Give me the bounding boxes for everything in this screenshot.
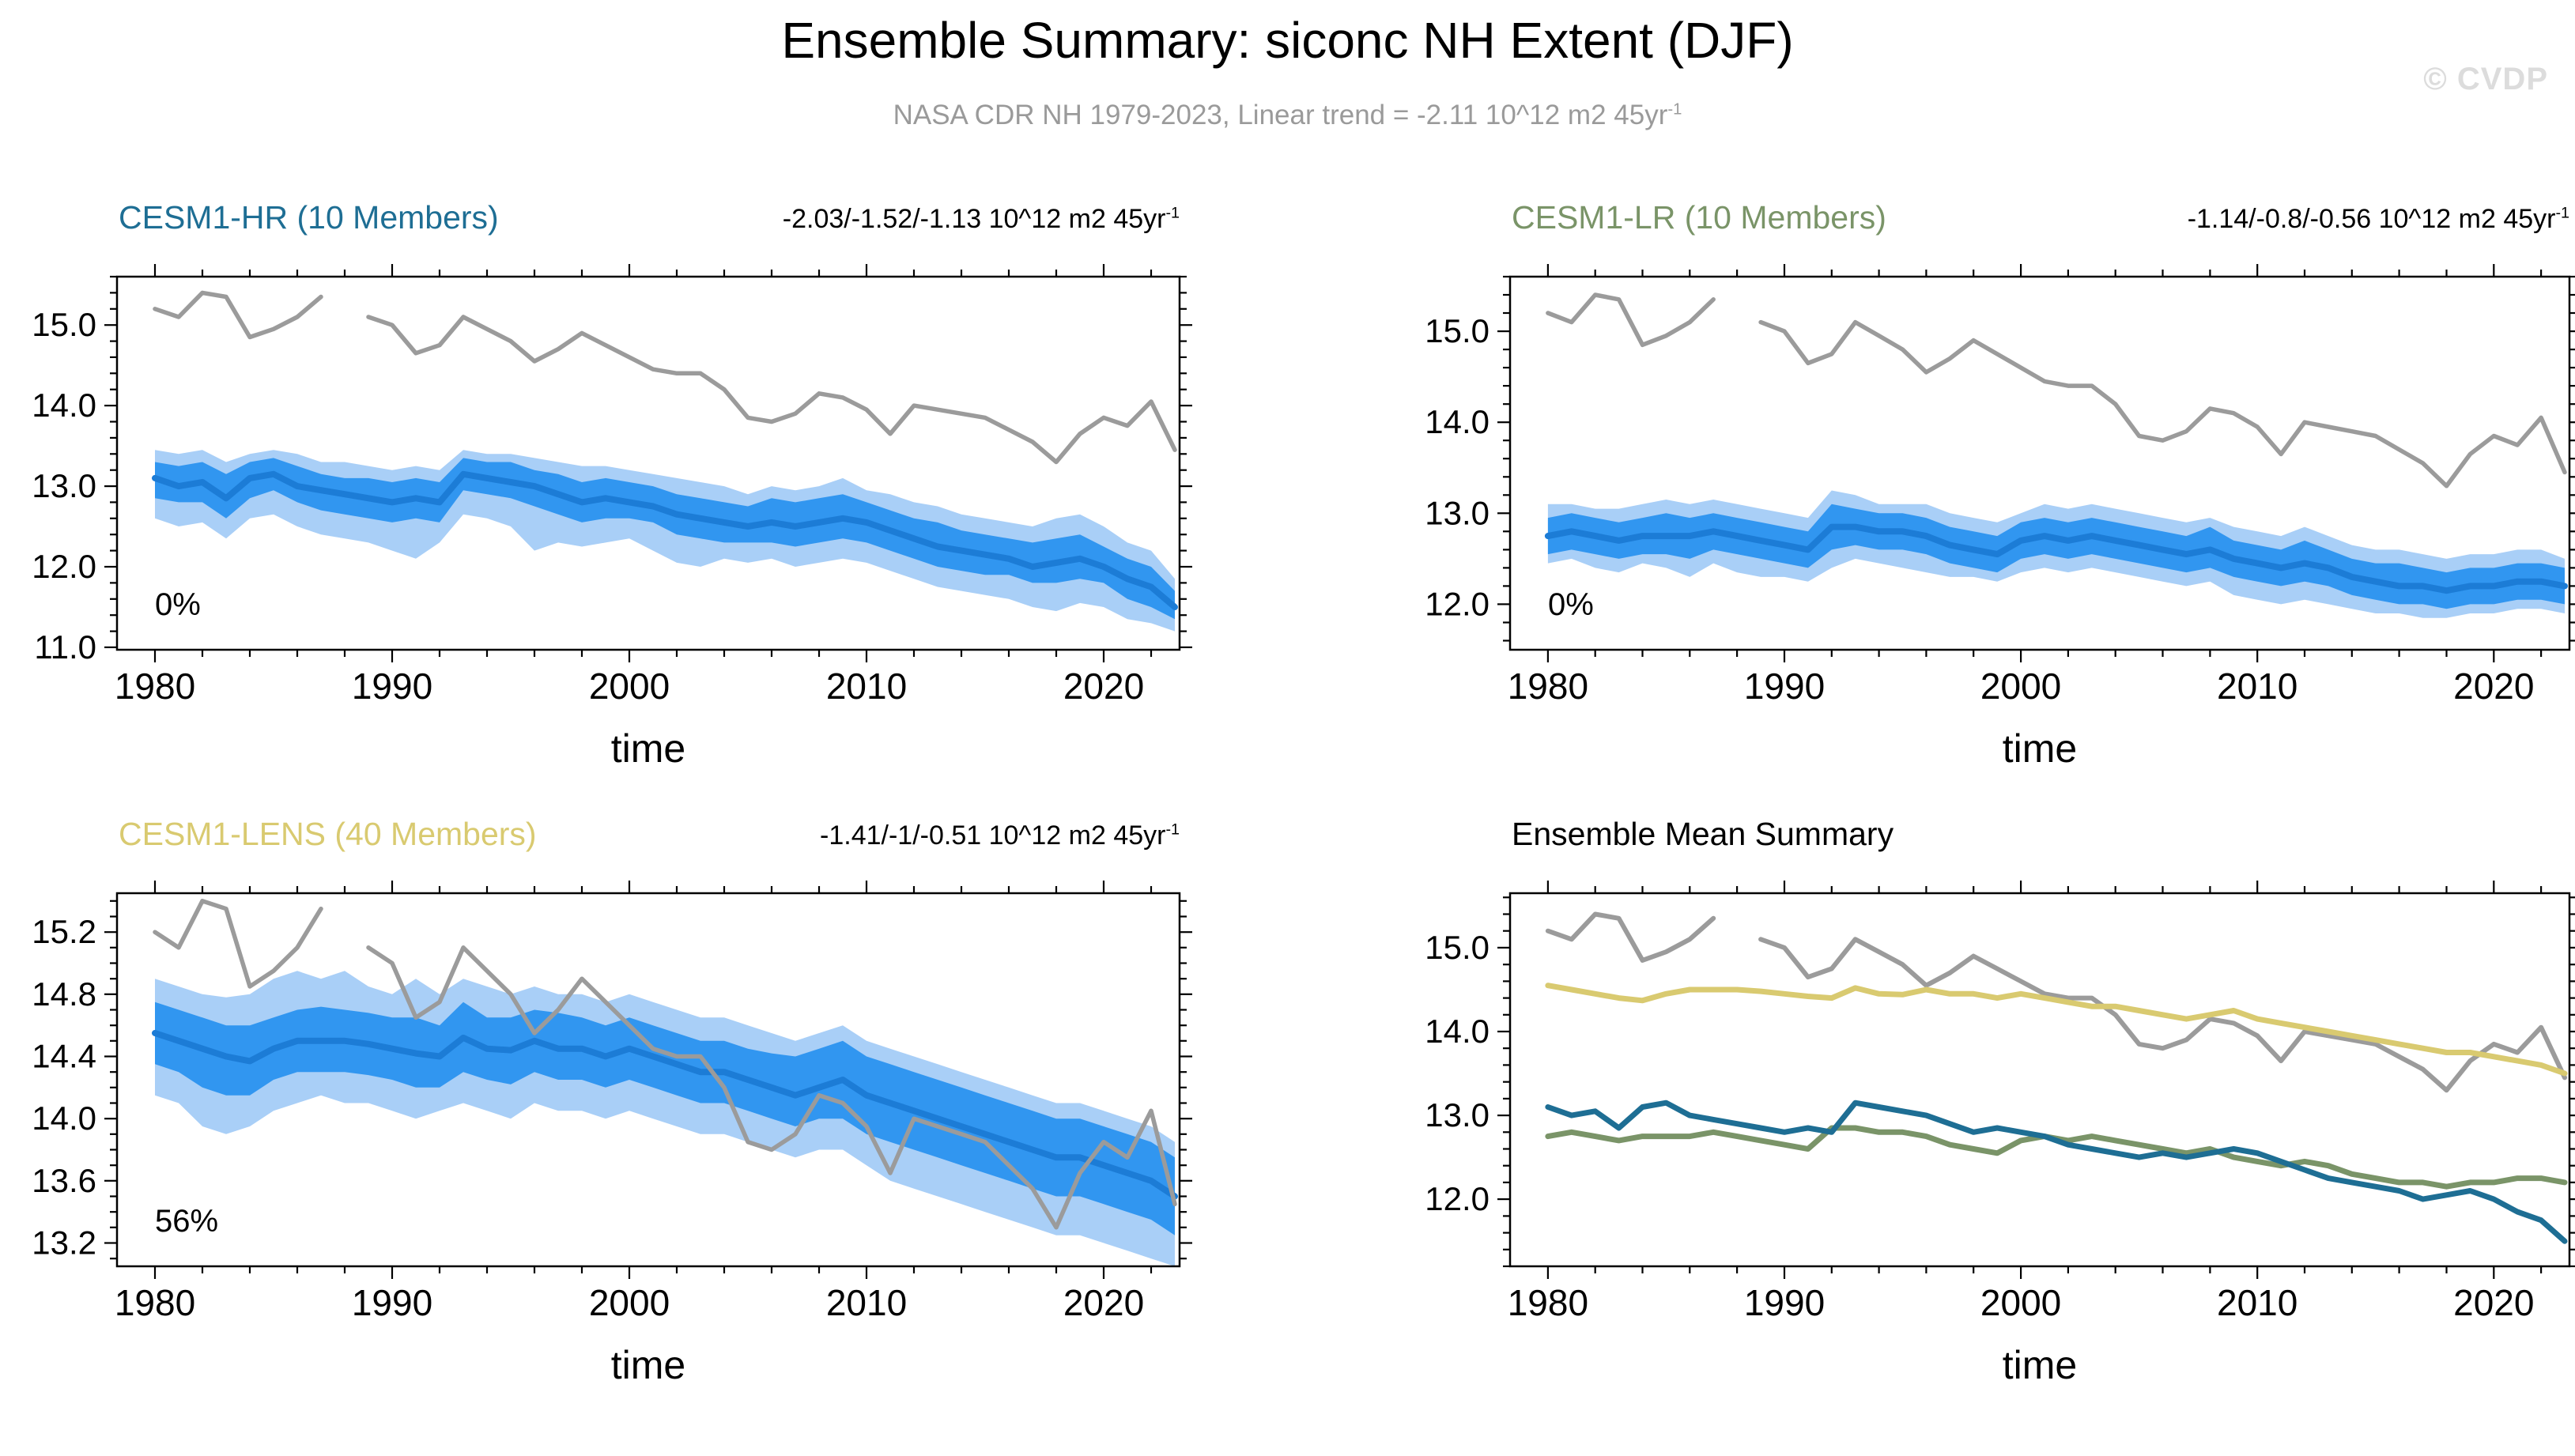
figure-subtitle: NASA CDR NH 1979-2023, Linear trend = -2… bbox=[0, 100, 2575, 131]
x-tick-label: 2010 bbox=[826, 1282, 907, 1323]
panel-trend-cesm1-hr: -2.03/-1.52/-1.13 10^12 m2 45yr-1 bbox=[783, 204, 1180, 235]
x-axis-label: time bbox=[2003, 726, 2077, 771]
y-tick-label: 13.0 bbox=[32, 467, 96, 504]
series-line-cesm1-lr bbox=[1545, 1125, 2568, 1190]
y-tick-label: 14.0 bbox=[32, 1100, 96, 1137]
x-tick-label: 2000 bbox=[589, 666, 670, 707]
panel-title-cesm1-lens: CESM1-LENS (40 Members) bbox=[119, 816, 537, 852]
x-tick-label: 2000 bbox=[1980, 666, 2061, 707]
plot-frame bbox=[1508, 275, 2571, 651]
series-line-nasa-cdr bbox=[1545, 911, 2567, 1093]
x-axis-label: time bbox=[2003, 1343, 2077, 1387]
series-line-cesm1-hr bbox=[1545, 1100, 2568, 1244]
trend-text: -1.14/-0.8/-0.56 10^12 m2 45yr bbox=[2187, 204, 2556, 234]
y-tick-label: 13.6 bbox=[32, 1162, 96, 1199]
y-tick-label: 13.2 bbox=[32, 1224, 96, 1262]
y-tick-label: 15.0 bbox=[1425, 929, 1489, 966]
panel-title-ensemble-mean-summary: Ensemble Mean Summary bbox=[1512, 816, 1894, 852]
figure-subtitle-text: NASA CDR NH 1979-2023, Linear trend = -2… bbox=[893, 100, 1668, 130]
series-line-cesm1-lens bbox=[1545, 983, 2568, 1077]
x-tick-label: 2010 bbox=[826, 666, 907, 707]
x-tick-label: 2000 bbox=[589, 1282, 670, 1323]
y-tick-label: 15.0 bbox=[1425, 312, 1489, 349]
trend-exponent: -1 bbox=[2555, 204, 2569, 222]
x-tick-label: 2020 bbox=[1063, 666, 1144, 707]
y-tick-label: 15.2 bbox=[32, 913, 96, 950]
y-tick-label: 15.0 bbox=[32, 306, 96, 343]
trend-text: -2.03/-1.52/-1.13 10^12 m2 45yr bbox=[782, 204, 1166, 234]
x-tick-label: 2020 bbox=[1063, 1282, 1144, 1323]
y-tick-label: 12.0 bbox=[1425, 1180, 1489, 1217]
plot-cesm1-hr: 11.0 12.0 13.0 14.0 15.0 1980 1990 2000 2010 2020… bbox=[32, 264, 1192, 771]
x-tick-label: 1990 bbox=[1744, 666, 1825, 707]
panel-title-cesm1-lr: CESM1-LR (10 Members) bbox=[1512, 199, 1886, 236]
x-axis-label: time bbox=[611, 1343, 685, 1387]
significance-annotation: 56% bbox=[155, 1204, 218, 1239]
plot-cesm1-lens: 13.2 13.6 14.0 14.4 14.8 15.2 1980 1990 2000 2010… bbox=[32, 881, 1192, 1387]
x-tick-label: 1980 bbox=[1508, 666, 1588, 707]
x-tick-label: 2010 bbox=[2217, 666, 2297, 707]
x-tick-label: 2020 bbox=[2453, 666, 2534, 707]
trend-exponent: -1 bbox=[1165, 820, 1180, 839]
x-tick-label: 1980 bbox=[115, 1282, 195, 1323]
figure-subtitle-exponent: -1 bbox=[1667, 100, 1682, 119]
y-tick-label: 12.0 bbox=[32, 548, 96, 585]
x-tick-label: 1990 bbox=[352, 1282, 432, 1323]
trend-exponent: -1 bbox=[1165, 204, 1180, 222]
figure-title: Ensemble Summary: siconc NH Extent (DJF) bbox=[781, 12, 1794, 69]
plot-cesm1-lr: 12.0 13.0 14.0 15.0 1980 1990 2000 2010 2020 time… bbox=[1425, 264, 2575, 771]
ensemble-mean-line bbox=[1544, 523, 2568, 594]
cvdp-watermark: © CVDP bbox=[2423, 62, 2548, 96]
y-tick-label: 14.4 bbox=[32, 1038, 96, 1075]
plot-frame bbox=[115, 275, 1181, 651]
y-tick-label: 14.0 bbox=[1425, 1013, 1489, 1050]
observation-line bbox=[1546, 292, 2567, 488]
x-tick-label: 1980 bbox=[1508, 1282, 1588, 1323]
x-axis-label: time bbox=[611, 726, 685, 771]
observation-line bbox=[153, 290, 1177, 465]
ensemble-mean-line bbox=[152, 470, 1178, 610]
significance-annotation: 0% bbox=[1548, 587, 1594, 622]
trend-text: -1.41/-1/-0.51 10^12 m2 45yr bbox=[820, 820, 1166, 851]
y-tick-label: 14.8 bbox=[32, 975, 96, 1013]
y-tick-label: 14.0 bbox=[1425, 403, 1489, 440]
x-tick-label: 1980 bbox=[115, 666, 195, 707]
y-tick-label: 13.0 bbox=[1425, 494, 1489, 531]
x-tick-label: 2010 bbox=[2217, 1282, 2297, 1323]
significance-annotation: 0% bbox=[155, 587, 201, 622]
plot-frame bbox=[1508, 892, 2571, 1268]
panel-title-cesm1-hr: CESM1-HR (10 Members) bbox=[119, 199, 499, 236]
x-tick-label: 2020 bbox=[2453, 1282, 2534, 1323]
plot-ensemble-mean-summary: 12.0 13.0 14.0 15.0 1980 1990 2000 2010 2020 time bbox=[1425, 881, 2575, 1387]
y-tick-label: 13.0 bbox=[1425, 1096, 1489, 1133]
ensemble-interquartile-band bbox=[155, 1001, 1175, 1235]
panel-trend-cesm1-lr: -1.14/-0.8/-0.56 10^12 m2 45yr-1 bbox=[2188, 204, 2569, 235]
plot-frame bbox=[115, 892, 1181, 1268]
x-tick-label: 1990 bbox=[1744, 1282, 1825, 1323]
y-tick-label: 11.0 bbox=[34, 628, 96, 666]
y-tick-label: 14.0 bbox=[32, 387, 96, 424]
x-tick-label: 1990 bbox=[352, 666, 432, 707]
observation-line bbox=[153, 899, 1177, 1230]
x-tick-label: 2000 bbox=[1980, 1282, 2061, 1323]
y-tick-label: 12.0 bbox=[1425, 585, 1489, 622]
ensemble-mean-line bbox=[152, 1030, 1178, 1200]
panel-trend-cesm1-lens: -1.41/-1/-0.51 10^12 m2 45yr-1 bbox=[820, 820, 1180, 851]
